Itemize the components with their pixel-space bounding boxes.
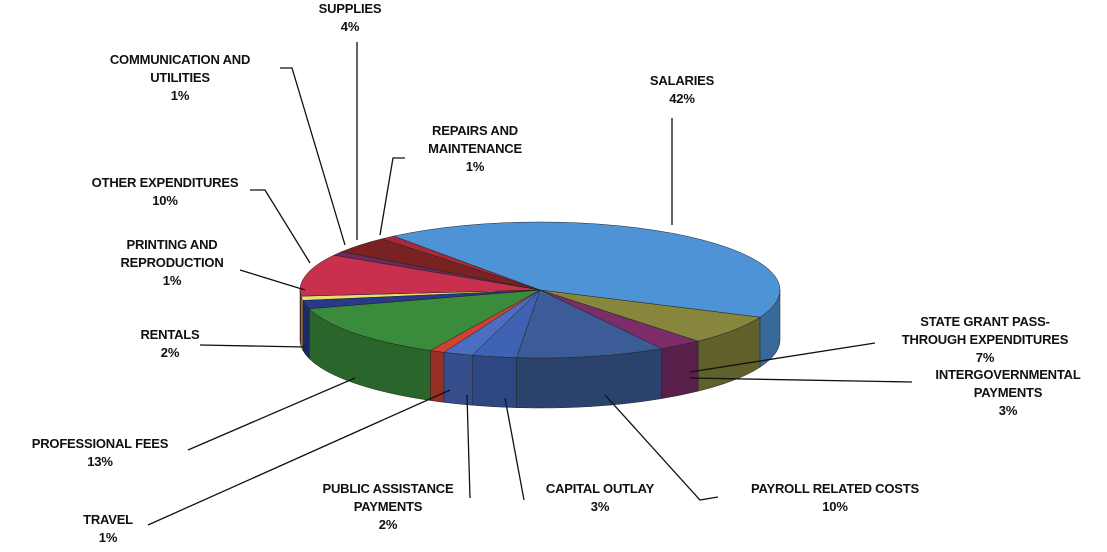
slice-label: INTERGOVERNMENTAL PAYMENTS: [935, 367, 1080, 400]
slice-label: PRINTING AND REPRODUCTION: [120, 237, 223, 270]
leader-line: [466, 394, 471, 499]
slice-label: COMMUNICATION AND UTILITIES: [110, 52, 250, 85]
slice-label: RENTALS: [140, 327, 200, 342]
slice: [299, 254, 541, 297]
slice: [392, 221, 781, 318]
slice: [516, 289, 663, 359]
slice-label: TRAVEL: [83, 512, 133, 527]
label-line: THROUGH EXPENDITURES: [902, 332, 1069, 347]
leader-line: [689, 342, 876, 373]
slice-value-label: 1%: [163, 273, 182, 288]
label-line: UTILITIES: [150, 70, 210, 85]
leader-line: [379, 157, 405, 236]
slice-value-label: 10%: [152, 193, 178, 208]
slice-label: PUBLIC ASSISTANCE PAYMENTS: [323, 481, 454, 514]
slice-label: REPAIRS AND MAINTENANCE: [428, 123, 522, 156]
label-line: SUPPLIES: [319, 1, 382, 16]
label-line: PRINTING AND: [126, 237, 217, 252]
slice-value-label: 3%: [591, 499, 610, 514]
label-line: RENTALS: [140, 327, 200, 342]
slice-side: [443, 352, 473, 406]
slice-side: [302, 300, 310, 360]
label-line: TRAVEL: [83, 512, 133, 527]
slice-side: [661, 340, 699, 399]
label-line: MAINTENANCE: [428, 141, 522, 156]
slice-side: [300, 296, 304, 351]
slice: [308, 289, 541, 351]
slice-value-label: 2%: [161, 345, 180, 360]
slice-side: [430, 350, 445, 403]
slice-value-label: 1%: [171, 88, 190, 103]
leader-line: [250, 189, 311, 264]
leader-line: [239, 269, 306, 291]
label-line: REPRODUCTION: [120, 255, 223, 270]
slice-value-label: 1%: [99, 530, 118, 545]
slice-label: STATE GRANT PASS- THROUGH EXPENDITURES: [902, 314, 1069, 347]
slice-label: OTHER EXPENDITURES: [92, 175, 239, 190]
slice-value-label: 10%: [822, 499, 848, 514]
slice-label: PROFESSIONAL FEES: [32, 436, 169, 451]
label-line: PUBLIC ASSISTANCE: [323, 481, 454, 496]
leader-line: [504, 397, 525, 501]
slice-value-label: 42%: [669, 91, 695, 106]
label-line: REPAIRS AND: [432, 123, 518, 138]
slice-side: [299, 289, 302, 347]
label-line: PROFESSIONAL FEES: [32, 436, 169, 451]
slice-value-label: 1%: [466, 159, 485, 174]
slice-value-label: 3%: [999, 403, 1018, 418]
leader-line: [199, 344, 306, 348]
slice-label: PAYROLL RELATED COSTS: [751, 481, 919, 496]
slice: [539, 289, 761, 342]
slice-label: CAPITAL OUTLAY: [546, 481, 655, 496]
leader-line: [604, 394, 719, 501]
slice-label: SALARIES: [650, 73, 715, 88]
leader-line: [187, 377, 356, 451]
label-line: PAYMENTS: [974, 385, 1043, 400]
slice-value-label: 13%: [87, 454, 113, 469]
slice: [381, 235, 541, 291]
leader-line: [280, 67, 346, 246]
label-line: PAYMENTS: [354, 499, 423, 514]
leader-line: [689, 377, 913, 383]
leader-line: [147, 389, 451, 526]
slice-value-label: 4%: [341, 19, 360, 34]
label-line: CAPITAL OUTLAY: [546, 481, 655, 496]
label-line: COMMUNICATION AND: [110, 52, 250, 67]
slice-value-label: 7%: [976, 350, 995, 365]
label-line: SALARIES: [650, 73, 715, 88]
slice-side: [471, 354, 517, 408]
slice-value-label: 2%: [379, 517, 398, 532]
label-line: STATE GRANT PASS-: [920, 314, 1050, 329]
label-line: INTERGOVERNMENTAL: [935, 367, 1080, 382]
label-line: OTHER EXPENDITURES: [92, 175, 239, 190]
label-line: PAYROLL RELATED COSTS: [751, 481, 919, 496]
slice-label: SUPPLIES: [319, 1, 382, 16]
